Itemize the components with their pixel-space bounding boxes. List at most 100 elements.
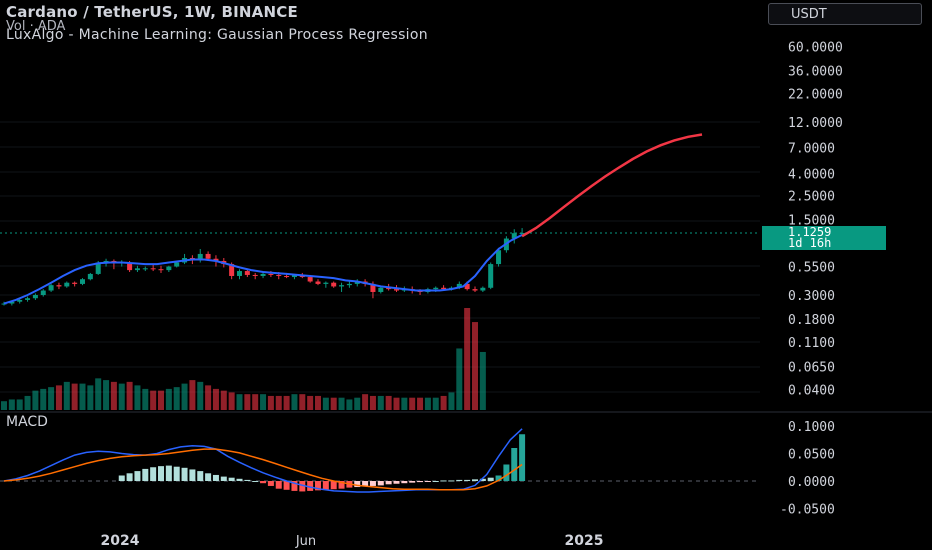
price-axis-label: 4.0000	[788, 168, 835, 183]
candle-body	[87, 273, 93, 280]
volume-bar	[338, 397, 345, 410]
currency-button[interactable]: USDT	[768, 3, 922, 25]
macd-legend[interactable]: MACD	[6, 414, 48, 430]
macd-histogram-bar	[158, 466, 164, 481]
candlesticks	[1, 228, 525, 306]
macd-histogram-bar	[472, 479, 478, 481]
last-price-tag: 1.1259 1d 16h	[762, 226, 886, 250]
volume-bar	[362, 394, 369, 410]
macd-histogram-bar	[354, 481, 361, 488]
candle-body	[64, 282, 70, 287]
candle-body	[354, 281, 360, 284]
price-axis-label: 60.0000	[788, 41, 843, 56]
price-axis-label: 0.0400	[788, 383, 835, 398]
macd-histogram-bar	[424, 481, 431, 482]
macd-histogram-bar	[432, 481, 439, 482]
candle-body	[315, 281, 321, 284]
candle-body	[394, 289, 399, 291]
volume-bar	[87, 385, 94, 410]
volume-bar	[369, 395, 376, 410]
macd-histogram-bar	[409, 481, 416, 483]
candle-body	[40, 290, 46, 295]
volume-bar	[354, 397, 361, 410]
macd-histogram-bar	[330, 481, 337, 490]
volume-bar	[63, 381, 70, 410]
volume-legend[interactable]: Vol · ADA	[6, 19, 66, 34]
macd-axis-label: 0.1000	[788, 420, 835, 435]
grid-lines	[0, 121, 760, 393]
candle-body	[331, 282, 337, 287]
volume-bar	[24, 395, 31, 410]
volume-bar	[244, 394, 251, 410]
macd-histogram-bar	[448, 480, 455, 482]
volume-bar	[55, 385, 62, 410]
candle-body	[80, 279, 85, 284]
macd-histogram-bar	[283, 481, 290, 490]
candle-body	[95, 262, 101, 274]
volume-bar	[330, 397, 337, 410]
candle-body	[174, 262, 180, 267]
price-axis-label: 0.5500	[788, 261, 835, 276]
volume-bar	[103, 380, 110, 410]
volume-bar	[142, 388, 149, 410]
price-axis[interactable]: 60.0000 36.0000 22.0000 12.0000 7.0000 4.0000…	[788, 41, 843, 399]
volume-bar	[165, 388, 172, 410]
candle-body	[260, 273, 266, 276]
volume-bar	[252, 394, 259, 410]
candle-body	[48, 285, 54, 291]
volume-bar	[40, 388, 47, 410]
macd-histogram-bar	[440, 480, 447, 482]
macd-axis-label: 0.0500	[788, 448, 835, 463]
candle-body	[291, 274, 297, 278]
volume-bar	[134, 385, 141, 410]
price-axis-label: 0.1800	[788, 313, 835, 328]
macd-histogram-bar	[205, 473, 212, 481]
candle-body	[142, 268, 148, 270]
volume-bar	[275, 395, 282, 410]
gpr-fit-line	[3, 234, 523, 305]
volume-bar	[377, 395, 384, 410]
price-axis-label: 2.5000	[788, 190, 835, 205]
macd-histogram-bar	[181, 467, 188, 481]
macd-axis[interactable]: 0.1000 0.0500 0.0000 -0.0500	[780, 420, 835, 518]
volume-bar	[409, 397, 416, 410]
macd-histogram-bar	[362, 481, 369, 487]
macd-histogram	[118, 434, 526, 492]
candle-body	[307, 277, 313, 282]
symbol-title[interactable]: Cardano / TetherUS, 1W, BINANCE	[6, 3, 298, 21]
candle-body	[1, 303, 7, 305]
candle-body	[32, 295, 38, 299]
volume-bar	[283, 395, 290, 410]
candle-body	[197, 253, 203, 261]
volume-bar	[16, 399, 23, 410]
volume-bar	[307, 395, 314, 410]
price-axis-label: 0.0650	[788, 361, 835, 376]
time-axis-label: 2024	[101, 533, 140, 549]
volume-bar	[440, 395, 447, 410]
candle-body	[511, 233, 517, 239]
macd-histogram-bar	[503, 464, 510, 481]
volume-bar	[417, 397, 424, 410]
candle-body	[386, 287, 392, 290]
candle-body	[56, 285, 62, 287]
volume-bar	[220, 390, 227, 410]
volume-bar	[228, 392, 235, 410]
time-axis[interactable]: 2024 Jun 2025	[101, 533, 604, 549]
macd-histogram-bar	[236, 478, 243, 481]
candle-body	[205, 253, 211, 259]
candle-body	[519, 232, 525, 234]
volume-bar	[464, 308, 471, 410]
macd-axis-label: -0.0500	[780, 503, 835, 518]
price-axis-label: 12.0000	[788, 116, 843, 131]
signal-line	[3, 448, 523, 491]
macd-histogram-bar	[244, 479, 251, 481]
macd-histogram-bar	[189, 469, 196, 481]
volume-bar	[8, 399, 15, 410]
candle-body	[339, 285, 345, 287]
volume-bar	[79, 383, 86, 410]
indicator-legend[interactable]: LuxAlgo - Machine Learning: Gaussian Pro…	[6, 27, 428, 43]
volume-bar	[110, 381, 117, 410]
time-axis-label: Jun	[295, 534, 316, 549]
macd-histogram-bar	[118, 475, 125, 481]
